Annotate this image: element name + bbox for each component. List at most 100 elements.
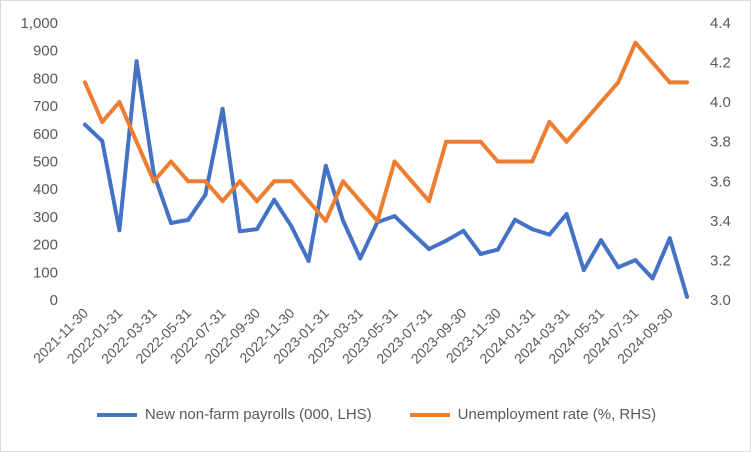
unemployment-point [461,139,466,144]
payrolls-point [220,106,225,111]
unemployment-line [83,40,689,223]
payrolls-point [255,227,259,232]
unemployment-point [272,179,277,184]
y-right-tick-label: 4.2 [710,55,731,72]
payrolls-point [685,294,689,299]
payrolls-point [530,227,535,232]
y-left-tick-label: 300 [33,209,58,226]
payrolls-point [358,256,363,261]
payrolls-point [100,139,105,143]
unemployment-point [151,179,156,184]
payrolls-point [306,258,311,263]
payrolls-point [237,229,242,234]
unemployment-point [306,199,311,204]
payrolls-point [186,217,191,222]
payrolls-point [650,276,655,281]
unemployment-point [341,179,345,184]
payrolls-point [478,252,483,256]
y-left-tick-label: 100 [33,264,58,281]
payrolls-point [581,268,586,273]
payrolls-point [409,230,414,235]
payrolls-point [341,218,345,223]
y-right-tick-label: 3.0 [710,292,731,309]
y-right-tick-label: 3.6 [710,173,731,190]
legend-item-unemployment: Unemployment rate (%, RHS) [409,406,657,423]
y-right-tick-label: 3.2 [710,252,731,269]
unemployment-point [616,80,621,85]
unemployment-point [495,159,500,164]
unemployment-point [220,199,225,204]
unemployment-point [650,60,655,65]
payrolls-point [513,217,517,222]
unemployment-point [547,119,552,124]
y-left-tick-label: 500 [33,154,58,171]
unemployment-point [685,80,689,85]
unemployment-point [323,218,328,223]
unemployment-point [100,119,105,124]
y-left-tick-label: 600 [33,126,58,143]
unemployment-point [599,100,603,105]
unemployment-point [409,179,414,184]
legend-swatch-unemployment [409,412,450,417]
payrolls-point [444,238,449,243]
y-left-tick-label: 200 [33,237,58,254]
payrolls-point [461,228,466,233]
y-left-tick-label: 1,000 [20,15,58,32]
unemployment-point [513,159,517,164]
unemployment-point [581,119,586,124]
chart-svg: 0 100 200 300 400 500 600 700 800 900 1,000 3.0 3.2 3… [20,15,731,367]
payrolls-point [564,212,569,217]
payrolls-point [169,221,173,225]
unemployment-point [530,159,535,164]
unemployment-point [255,199,259,204]
y-right-tick-label: 4.0 [710,94,731,111]
legend-label-payrolls: New non-farm payrolls (000, LHS) [144,406,372,423]
payrolls-line [83,59,689,299]
unemployment-point [289,179,294,184]
unemployment-point [134,139,139,144]
legend-swatch-payrolls [96,412,137,417]
payrolls-point [599,238,603,243]
payrolls-point [203,192,208,197]
payrolls-point [633,258,638,263]
payrolls-point [427,247,431,251]
payrolls-point [616,265,621,270]
unemployment-point [444,139,449,144]
legend-item-payrolls: New non-farm payrolls (000, LHS) [96,406,372,423]
unemployment-point [375,218,380,223]
y-left-tick-label: 800 [33,70,58,87]
y-left-tick-label: 400 [33,181,58,198]
payrolls-point [117,228,122,233]
payrolls-point [667,236,672,241]
unemployment-point [427,199,431,204]
payrolls-point [323,163,328,168]
y-right-tick-label: 3.8 [710,134,731,151]
unemployment-point [237,179,242,184]
unemployment-point [478,139,483,144]
unemployment-point [186,179,191,184]
payrolls-point [289,224,294,229]
payrolls-point [272,197,277,202]
y-right-tick-label: 3.4 [710,213,731,230]
payrolls-point [392,214,397,219]
y-left-tick-label: 0 [50,292,58,309]
y-left-tick-label: 700 [33,98,58,115]
payrolls-point [83,122,87,127]
unemployment-point [633,40,638,45]
unemployment-point [117,100,122,105]
y-left-tick-label: 900 [33,43,58,60]
unemployment-point [83,80,87,85]
unemployment-point [392,159,397,164]
legend-label-unemployment: Unemployment rate (%, RHS) [457,406,657,423]
y-right-tick-label: 4.4 [710,15,731,32]
legend: New non-farm payrolls (000, LHS) Unemplo… [1,406,751,423]
unemployment-point [169,159,173,164]
unemployment-point [667,80,672,85]
payrolls-point [547,232,552,237]
unemployment-point [358,199,363,204]
payrolls-point [134,59,139,64]
unemployment-point [564,139,569,144]
unemployment-point [203,179,208,184]
payrolls-point [495,247,500,252]
